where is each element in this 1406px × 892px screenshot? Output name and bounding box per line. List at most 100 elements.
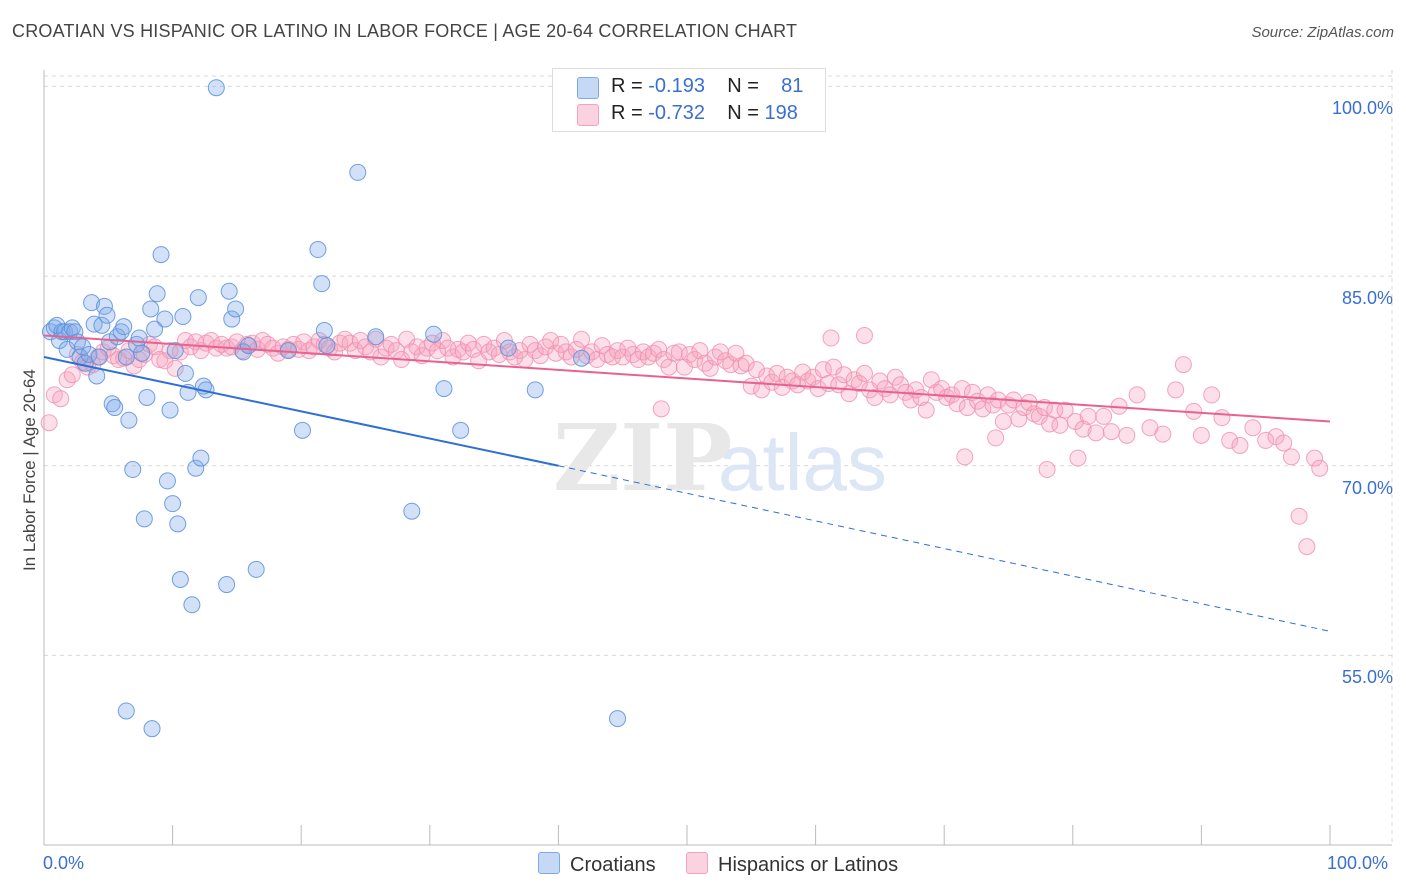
croatian-point: [309, 241, 327, 259]
croatian-point: [218, 576, 236, 594]
watermark-zip: ZIP: [553, 404, 732, 512]
hispanic-point: [902, 391, 920, 409]
croatian-point: [176, 364, 194, 382]
legend-item-croatians[interactable]: Croatians: [538, 852, 656, 877]
croatian-point: [499, 339, 517, 357]
hispanic-point: [984, 396, 1002, 414]
croatian-point: [158, 472, 176, 490]
croatian-point: [138, 388, 156, 406]
croatian-point: [293, 421, 311, 439]
hispanic-point: [763, 373, 781, 391]
hispanic-point: [1095, 407, 1113, 425]
croatians-swatch: [577, 77, 599, 99]
legend-item-hispanics[interactable]: Hispanics or Latinos: [686, 852, 898, 877]
croatian-trend-line: [43, 356, 559, 467]
croatian-point: [124, 461, 142, 479]
croatian-point: [135, 510, 153, 528]
hispanic-point: [1290, 507, 1308, 525]
hispanic-point: [747, 361, 765, 379]
croatian-point: [93, 316, 111, 334]
hispanic-point: [835, 366, 853, 384]
croatian-point: [183, 596, 201, 614]
hispanic-point: [933, 380, 951, 398]
hispanics-legend-label: Hispanics or Latinos: [718, 854, 899, 876]
croatian-point: [315, 321, 333, 339]
croatian-point: [130, 329, 148, 347]
watermark-atlas: atlas: [718, 418, 887, 507]
hispanic-point: [956, 448, 974, 466]
hispanic-point: [850, 375, 868, 393]
y-tick-label: 70.0%: [1341, 477, 1393, 498]
hispanic-point: [1074, 420, 1092, 438]
hispanic-point: [418, 339, 436, 357]
croatian-point: [133, 344, 151, 362]
hispanic-point: [495, 332, 513, 350]
croatian-point: [142, 300, 160, 318]
croatian-point: [349, 163, 367, 181]
croatian-point: [609, 710, 627, 728]
croatian-point: [152, 246, 170, 264]
n-value: 81: [781, 75, 804, 97]
croatians-legend-label: Croatians: [570, 854, 656, 876]
croatian-point: [161, 401, 179, 419]
hispanic-point: [691, 342, 709, 360]
croatian-point: [239, 337, 257, 355]
croatian-points: [41, 79, 627, 738]
hispanic-point: [63, 366, 81, 384]
hispanic-point: [652, 400, 670, 418]
hispanic-point: [1275, 434, 1293, 452]
croatian-point: [189, 289, 207, 307]
chart-title: CROATIAN VS HISPANIC OR LATINO IN LABOR …: [12, 21, 798, 41]
croatian-point: [171, 571, 189, 589]
r-label: R =: [611, 75, 643, 97]
hispanic-point: [1203, 386, 1221, 404]
hispanic-point: [1192, 426, 1210, 444]
croatian-point: [146, 320, 164, 338]
croatian-point: [318, 337, 336, 355]
croatian-point: [313, 275, 331, 293]
croatian-point: [106, 399, 124, 417]
croatian-point: [207, 79, 225, 97]
croatian-point: [174, 308, 192, 326]
axes: [43, 70, 1392, 846]
croatian-point: [187, 459, 205, 477]
hispanic-point: [994, 412, 1012, 430]
hispanic-point: [1221, 431, 1239, 449]
hispanic-point: [670, 343, 688, 361]
hispanic-point: [1167, 381, 1185, 399]
hispanic-point: [429, 342, 447, 360]
hispanic-points: [40, 326, 1329, 556]
hispanic-point: [727, 344, 745, 362]
croatian-point: [88, 367, 106, 385]
croatian-point: [247, 560, 265, 578]
croatian-point: [425, 325, 443, 343]
hispanic-point: [542, 332, 560, 350]
n-value: 198: [764, 102, 798, 124]
hispanics-legend-swatch: [686, 852, 708, 874]
hispanic-point: [52, 390, 70, 408]
hispanic-point: [1257, 431, 1275, 449]
hispanic-point: [573, 330, 591, 348]
croatian-point: [115, 318, 133, 336]
croatian-point: [164, 495, 182, 513]
hispanic-point: [1231, 436, 1249, 454]
croatian-point: [80, 345, 98, 363]
hispanic-point: [706, 348, 724, 366]
hispanic-point: [1102, 423, 1120, 441]
croatian-point: [83, 294, 101, 312]
hispanic-point: [1174, 356, 1192, 374]
croatian-point: [367, 328, 385, 346]
n-label: N =: [727, 102, 759, 124]
hispanic-point: [593, 337, 611, 355]
croatian-point: [169, 515, 187, 533]
croatian-point: [156, 310, 174, 328]
croatian-point: [403, 502, 421, 520]
hispanic-point: [794, 363, 812, 381]
croatian-point: [166, 342, 184, 360]
croatian-point: [526, 381, 544, 399]
croatian-point: [98, 306, 116, 324]
hispanic-point: [822, 329, 840, 347]
hispanic-point: [1038, 461, 1056, 479]
